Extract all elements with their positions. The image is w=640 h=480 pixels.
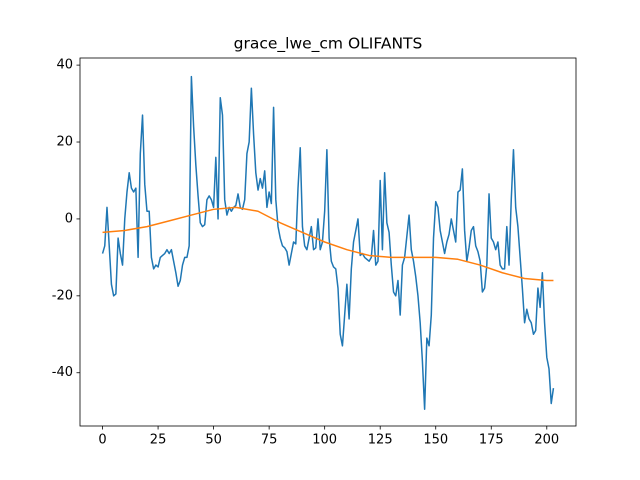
- x-tick-label: 200: [534, 433, 559, 448]
- x-tick-label: 25: [150, 433, 167, 448]
- chart-title: grace_lwe_cm OLIFANTS: [234, 35, 423, 54]
- y-tick-label: -40: [52, 365, 73, 380]
- y-tick-label: 40: [56, 58, 73, 73]
- plot-frame: [79, 57, 577, 427]
- line: [101, 75, 555, 411]
- x-tick-label: 150: [423, 433, 448, 448]
- x-tick-label: 100: [312, 433, 337, 448]
- x-tick-label: 75: [261, 433, 278, 448]
- y-tick-label: 0: [65, 211, 73, 226]
- x-tick-label: 175: [479, 433, 504, 448]
- x-tick-label: 0: [98, 433, 106, 448]
- x-tick-label: 50: [205, 433, 222, 448]
- y-tick-label: 20: [56, 135, 73, 150]
- line: [102, 206, 554, 282]
- x-tick-label: 125: [368, 433, 393, 448]
- y-tick-label: -20: [52, 288, 73, 303]
